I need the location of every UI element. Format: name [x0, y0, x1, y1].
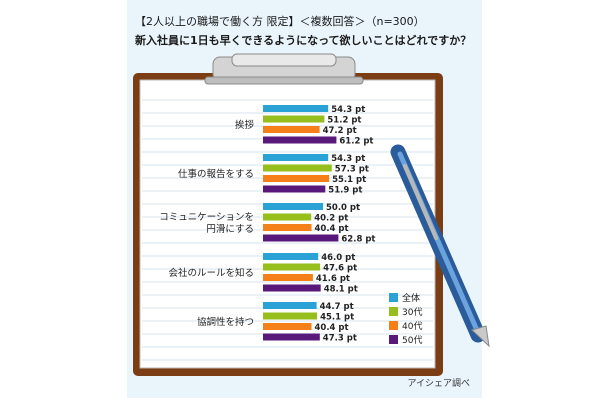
data-label: 40.2 pt: [314, 214, 348, 224]
pen-icon: [390, 144, 490, 348]
legend-swatch: [389, 321, 398, 330]
data-label: 47.6 pt: [323, 264, 357, 274]
bar: [263, 333, 320, 341]
data-label: 57.3 pt: [335, 165, 369, 175]
bar: [263, 175, 330, 182]
legend-swatch: [389, 293, 398, 302]
bar: [263, 115, 325, 123]
bar: [263, 213, 312, 221]
bar: [263, 185, 326, 193]
bar: [263, 136, 337, 144]
legend-swatch: [389, 307, 398, 316]
data-label: 51.2 pt: [327, 116, 361, 126]
bar: [263, 284, 321, 292]
category-label: 協調性を持つ: [197, 316, 254, 328]
data-label: 48.1 pt: [324, 285, 358, 295]
data-label: 61.2 pt: [339, 137, 373, 147]
data-label: 40.4 pt: [315, 323, 349, 333]
bar: [263, 323, 312, 330]
category-label: 会社のルールを知る: [168, 267, 254, 279]
data-label: 55.1 pt: [332, 175, 366, 185]
chart-legend: 全体 30代 40代 50代: [389, 292, 422, 346]
bar: [263, 105, 329, 112]
data-label: 62.8 pt: [341, 235, 375, 245]
category-label: コミュニケーションを: [159, 212, 254, 223]
legend-label: 30代: [402, 307, 422, 318]
bar: [263, 234, 339, 242]
legend-label: 40代: [402, 321, 422, 332]
legend-label: 50代: [402, 335, 422, 346]
bar: [263, 154, 329, 161]
legend-swatch: [389, 335, 398, 344]
data-label: 54.3 pt: [331, 154, 365, 164]
clipboard-icon: [204, 53, 364, 85]
bar: [263, 253, 319, 260]
bar: [263, 312, 318, 320]
data-label: 41.6 pt: [316, 274, 350, 284]
bar: [263, 126, 320, 133]
chart-title-question: 新入社員に1日も早くできるようになって欲しいことはどれですか？: [135, 34, 472, 47]
data-label: 47.2 pt: [323, 126, 357, 136]
bar: [263, 274, 313, 281]
chart-title-condition: 【2人以上の職場で働く方 限定】＜複数回答＞（n=300）: [135, 15, 425, 28]
bar: [263, 263, 321, 271]
category-label: 挨拶: [235, 119, 255, 131]
bar: [263, 302, 317, 309]
data-label: 44.7 pt: [320, 302, 354, 312]
bar: [263, 203, 323, 210]
source-credit: アイシェア調べ: [407, 379, 470, 389]
data-label: 50.0 pt: [326, 203, 360, 213]
category-label: 仕事の報告をする: [178, 168, 254, 180]
category-label: 円滑にする: [206, 224, 254, 235]
data-label: 54.3 pt: [331, 105, 365, 115]
data-label: 46.0 pt: [321, 253, 355, 263]
data-label: 40.4 pt: [315, 224, 349, 234]
bar: [263, 164, 332, 172]
data-label: 51.9 pt: [328, 186, 362, 196]
data-label: 47.3 pt: [323, 334, 357, 344]
data-label: 45.1 pt: [320, 313, 354, 323]
bar: [263, 224, 312, 231]
legend-label: 全体: [402, 292, 420, 304]
